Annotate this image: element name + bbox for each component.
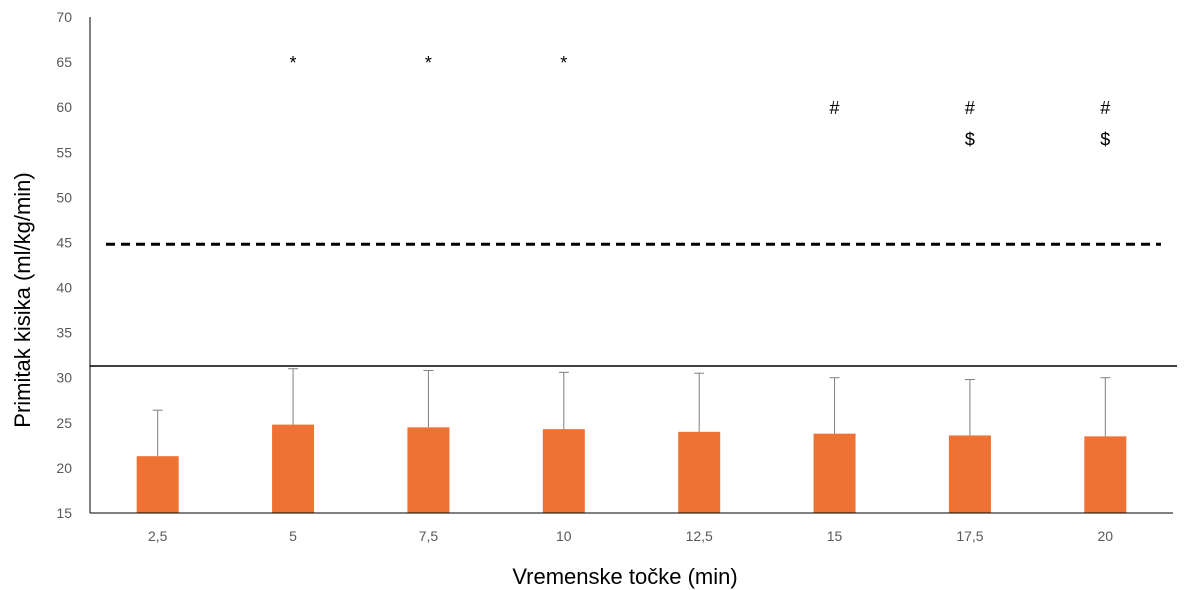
x-axis-title: Vremenske točke (min): [512, 564, 737, 589]
y-tick-label: 35: [56, 325, 72, 341]
bar: [136, 456, 179, 513]
x-tick-label: 5: [289, 528, 297, 544]
y-tick-label: 30: [56, 370, 72, 386]
x-tick-label: 2,5: [148, 528, 168, 544]
significance-marker: $: [965, 130, 975, 150]
bar: [1084, 436, 1127, 513]
x-tick-label: 17,5: [956, 528, 983, 544]
significance-marker: *: [290, 53, 297, 73]
annotations-group: * * * # # $ # $: [290, 53, 1111, 150]
y-tick-label: 70: [56, 9, 72, 25]
bar: [542, 429, 585, 513]
y-tick-label: 20: [56, 460, 72, 476]
y-tick-label: 45: [56, 234, 72, 250]
y-axis-title: Primitak kisika (ml/kg/min): [10, 172, 35, 427]
error-bars-group: [152, 368, 1111, 457]
significance-marker: #: [830, 98, 840, 118]
y-tick-labels: 15 20 25 30 35 40 45 50 55 60 65 70: [56, 9, 72, 521]
y-tick-label: 60: [56, 99, 72, 115]
significance-marker: *: [425, 53, 432, 73]
significance-marker: $: [1100, 130, 1110, 150]
y-tick-label: 50: [56, 189, 72, 205]
bars-group: [136, 424, 1127, 513]
y-tick-label: 55: [56, 144, 72, 160]
x-tick-label: 20: [1098, 528, 1114, 544]
x-tick-label: 12,5: [686, 528, 713, 544]
significance-marker: #: [965, 98, 975, 118]
y-tick-label: 65: [56, 54, 72, 70]
significance-marker: #: [1100, 98, 1110, 118]
y-tick-label: 15: [56, 505, 72, 521]
x-tick-label: 15: [827, 528, 843, 544]
bar: [813, 433, 856, 513]
reference-lines-group: [90, 242, 1177, 367]
x-tick-labels: 2,5 5 7,5 10 12,5 15 17,5 20: [148, 528, 1113, 544]
y-tick-label: 25: [56, 415, 72, 431]
y-tick-label: 40: [56, 280, 72, 296]
bar: [407, 427, 450, 513]
bar: [678, 431, 721, 513]
bar: [948, 435, 991, 513]
bar: [272, 424, 315, 513]
x-tick-label: 7,5: [419, 528, 439, 544]
significance-marker: *: [560, 53, 567, 73]
x-tick-label: 10: [556, 528, 572, 544]
